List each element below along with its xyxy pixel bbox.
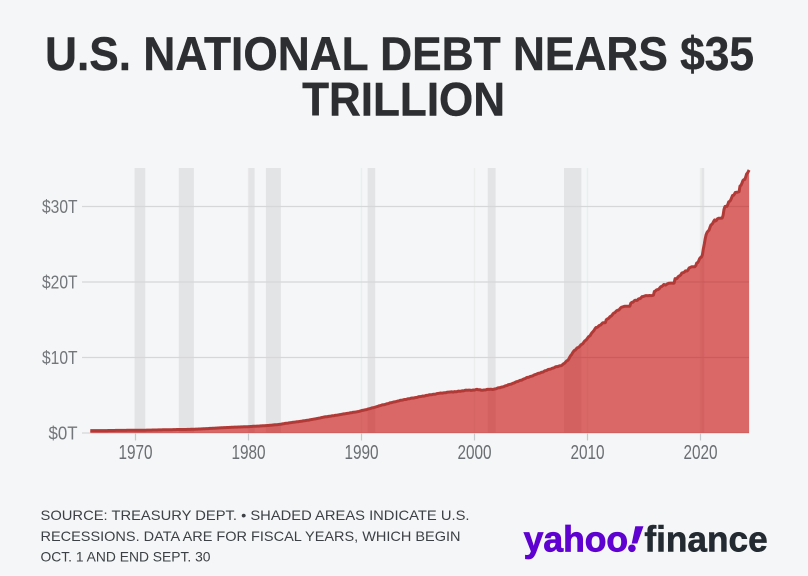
svg-text:finance: finance xyxy=(644,518,767,559)
svg-text:U.S. NATIONAL DEBT NEARS $35: U.S. NATIONAL DEBT NEARS $35 xyxy=(45,27,754,80)
svg-text:2020: 2020 xyxy=(684,442,718,464)
svg-text:2000: 2000 xyxy=(458,442,492,464)
svg-text:1970: 1970 xyxy=(119,442,153,464)
svg-text:$20T: $20T xyxy=(42,273,78,293)
svg-text:RECESSIONS. DATA ARE FOR FISCA: RECESSIONS. DATA ARE FOR FISCAL YEARS, W… xyxy=(41,528,461,544)
svg-text:$0T: $0T xyxy=(49,424,78,444)
svg-text:SOURCE: TREASURY DEPT. • SHADE: SOURCE: TREASURY DEPT. • SHADED AREAS IN… xyxy=(41,507,470,523)
svg-text:TRILLION: TRILLION xyxy=(302,72,505,125)
svg-text:2010: 2010 xyxy=(571,442,605,464)
svg-text:1980: 1980 xyxy=(232,442,266,464)
svg-text:$30T: $30T xyxy=(42,197,78,217)
svg-text:OCT. 1 AND END SEPT. 30: OCT. 1 AND END SEPT. 30 xyxy=(41,549,211,565)
svg-text:1990: 1990 xyxy=(345,442,379,464)
svg-text:$10T: $10T xyxy=(42,348,78,368)
svg-text:yahoo: yahoo xyxy=(524,518,629,559)
